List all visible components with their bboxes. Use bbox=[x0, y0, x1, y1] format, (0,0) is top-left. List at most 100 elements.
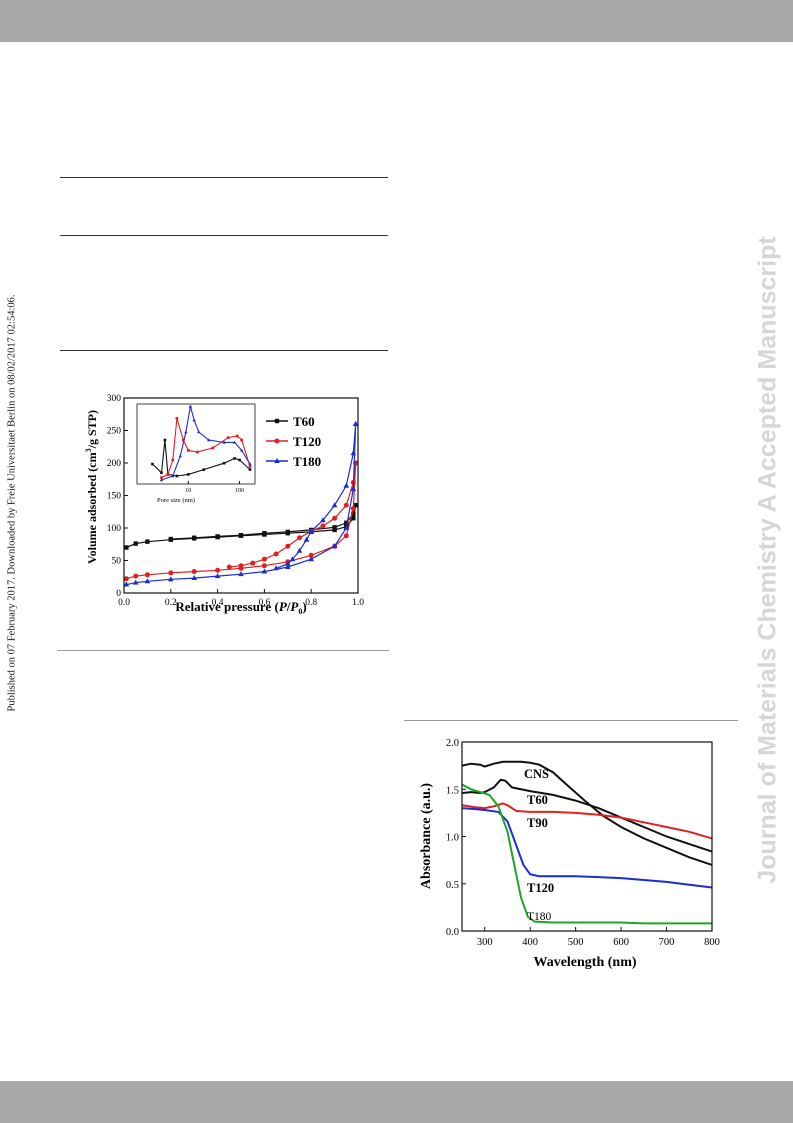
inset-point bbox=[171, 474, 175, 478]
isotherm-t180-point bbox=[123, 581, 130, 587]
absorbance-t60-label: T60 bbox=[527, 793, 548, 807]
chart1-xtick-label: 0.4 bbox=[212, 598, 224, 608]
chart2-xtick-label: 500 bbox=[568, 937, 584, 948]
isotherm-t60-point bbox=[238, 532, 244, 538]
chart2-ytick-label: 0.5 bbox=[446, 880, 459, 891]
inset-point bbox=[186, 448, 190, 452]
isotherm-t180-point bbox=[331, 543, 338, 549]
absorbance-cns-line bbox=[461, 760, 713, 866]
chart1-ytick-label: 150 bbox=[107, 492, 122, 502]
chart1-ytick-label: 300 bbox=[107, 394, 122, 404]
inset-xtick-label: 100 bbox=[235, 488, 244, 494]
inset-point bbox=[232, 440, 237, 444]
isotherm-t180-point bbox=[350, 450, 357, 456]
isotherm-t60-point bbox=[344, 520, 349, 525]
absorbance-t120-label: T120 bbox=[527, 881, 554, 895]
inset-point bbox=[233, 457, 236, 460]
header-bar bbox=[0, 0, 793, 42]
isotherm-t60-point bbox=[145, 539, 150, 544]
isotherm-t120-point bbox=[215, 567, 221, 573]
isotherm-t60-point bbox=[332, 525, 337, 530]
figure-rule-right bbox=[404, 720, 738, 721]
chart2-ylabel: Absorbance (a.u.) bbox=[419, 783, 434, 890]
inset-point bbox=[184, 430, 188, 434]
chart1-ytick-label: 100 bbox=[107, 524, 122, 534]
inset-point bbox=[222, 461, 226, 465]
chart2-ytick-label: 1.5 bbox=[446, 785, 459, 796]
inset-point bbox=[238, 458, 241, 462]
table-rule-top bbox=[60, 177, 388, 178]
isotherm-t180-point bbox=[303, 536, 310, 542]
table-rule-middle bbox=[60, 235, 388, 236]
chart2-xtick-label: 600 bbox=[613, 937, 629, 948]
isotherm-t180-adsorption-line bbox=[126, 423, 357, 586]
inset-point bbox=[175, 474, 179, 478]
chart1-ytick-label: 50 bbox=[112, 557, 122, 567]
isotherm-t60-point bbox=[133, 541, 138, 546]
chart2-ytick-label: 0.0 bbox=[446, 927, 459, 938]
inset-point bbox=[235, 434, 239, 438]
isotherm-t120-point bbox=[144, 572, 150, 578]
isotherm-t60-point bbox=[215, 534, 220, 539]
isotherm-t180-point bbox=[289, 556, 296, 562]
chart2-xtick-label: 800 bbox=[704, 937, 720, 948]
inset-point bbox=[192, 418, 196, 422]
inset-point bbox=[222, 440, 226, 444]
isotherm-t60-point bbox=[124, 545, 129, 550]
chart1-xtick-label: 1.0 bbox=[352, 598, 364, 608]
absorbance-t120-line bbox=[461, 807, 713, 889]
isotherm-t180-point bbox=[285, 560, 291, 566]
isotherm-t180-point bbox=[238, 571, 244, 577]
inset-point bbox=[166, 472, 170, 476]
isotherm-t60-point bbox=[353, 503, 358, 508]
chart1-xtick-label: 0.6 bbox=[258, 598, 270, 608]
legend-t120-marker bbox=[274, 438, 280, 444]
legend-t180-marker bbox=[274, 458, 280, 463]
isotherm-t60-point bbox=[285, 529, 290, 535]
inset-point bbox=[171, 458, 175, 462]
chart1-ytick-label: 200 bbox=[107, 459, 122, 469]
isotherm-t120-point bbox=[191, 569, 197, 575]
isotherm-t180-point bbox=[273, 565, 279, 571]
inset-t180-line bbox=[161, 406, 251, 481]
inset-point bbox=[206, 438, 211, 442]
table-rule-bottom bbox=[60, 350, 388, 351]
isotherm-t180-point bbox=[214, 573, 221, 579]
isotherm-t60-point bbox=[262, 531, 267, 536]
isotherm-t60-point bbox=[351, 511, 356, 516]
isotherm-t180-point bbox=[144, 578, 151, 584]
isotherm-t120-point bbox=[343, 502, 349, 508]
chart2-ytick-label: 2.0 bbox=[446, 738, 459, 749]
isotherm-t120-point bbox=[297, 535, 302, 541]
inset-point bbox=[239, 448, 244, 452]
isotherm-t180-point bbox=[132, 579, 139, 585]
publication-note: Published on 07 February 2017. Downloade… bbox=[4, 288, 20, 718]
isotherm-t120-point bbox=[226, 564, 232, 570]
chart1-ylabel: Volume adsorbed (cm3/g STP) bbox=[84, 410, 99, 564]
inset-point bbox=[197, 430, 201, 434]
inset-point bbox=[159, 478, 164, 482]
inset-point bbox=[160, 471, 163, 475]
isotherm-t120-point bbox=[133, 573, 139, 579]
isotherm-t120-point bbox=[320, 523, 326, 529]
isotherm-t180-point bbox=[308, 528, 314, 534]
isotherm-t180-point bbox=[285, 564, 291, 569]
isotherm-t180-point bbox=[191, 575, 197, 581]
isotherm-t120-point bbox=[250, 560, 256, 566]
inset-point bbox=[248, 464, 252, 468]
chart2-ytick-label: 1.0 bbox=[446, 833, 459, 844]
chart2-xtick-label: 300 bbox=[477, 937, 493, 948]
isotherm-t180-point bbox=[350, 486, 357, 491]
absorbance-t90-line bbox=[461, 802, 713, 840]
inset-point bbox=[151, 462, 154, 466]
isotherm-t180-point bbox=[343, 482, 350, 488]
absorbance-cns-label: CNS bbox=[524, 767, 549, 781]
isotherm-t180-point bbox=[320, 517, 326, 523]
isotherm-t180-point bbox=[352, 421, 359, 426]
chart2-xtick-label: 700 bbox=[659, 937, 675, 948]
inset-point bbox=[211, 446, 215, 450]
legend-t120-label: T120 bbox=[293, 434, 321, 449]
isotherm-t120-point bbox=[168, 570, 174, 576]
isotherm-t60-point bbox=[332, 527, 337, 533]
inset-point bbox=[188, 404, 193, 408]
